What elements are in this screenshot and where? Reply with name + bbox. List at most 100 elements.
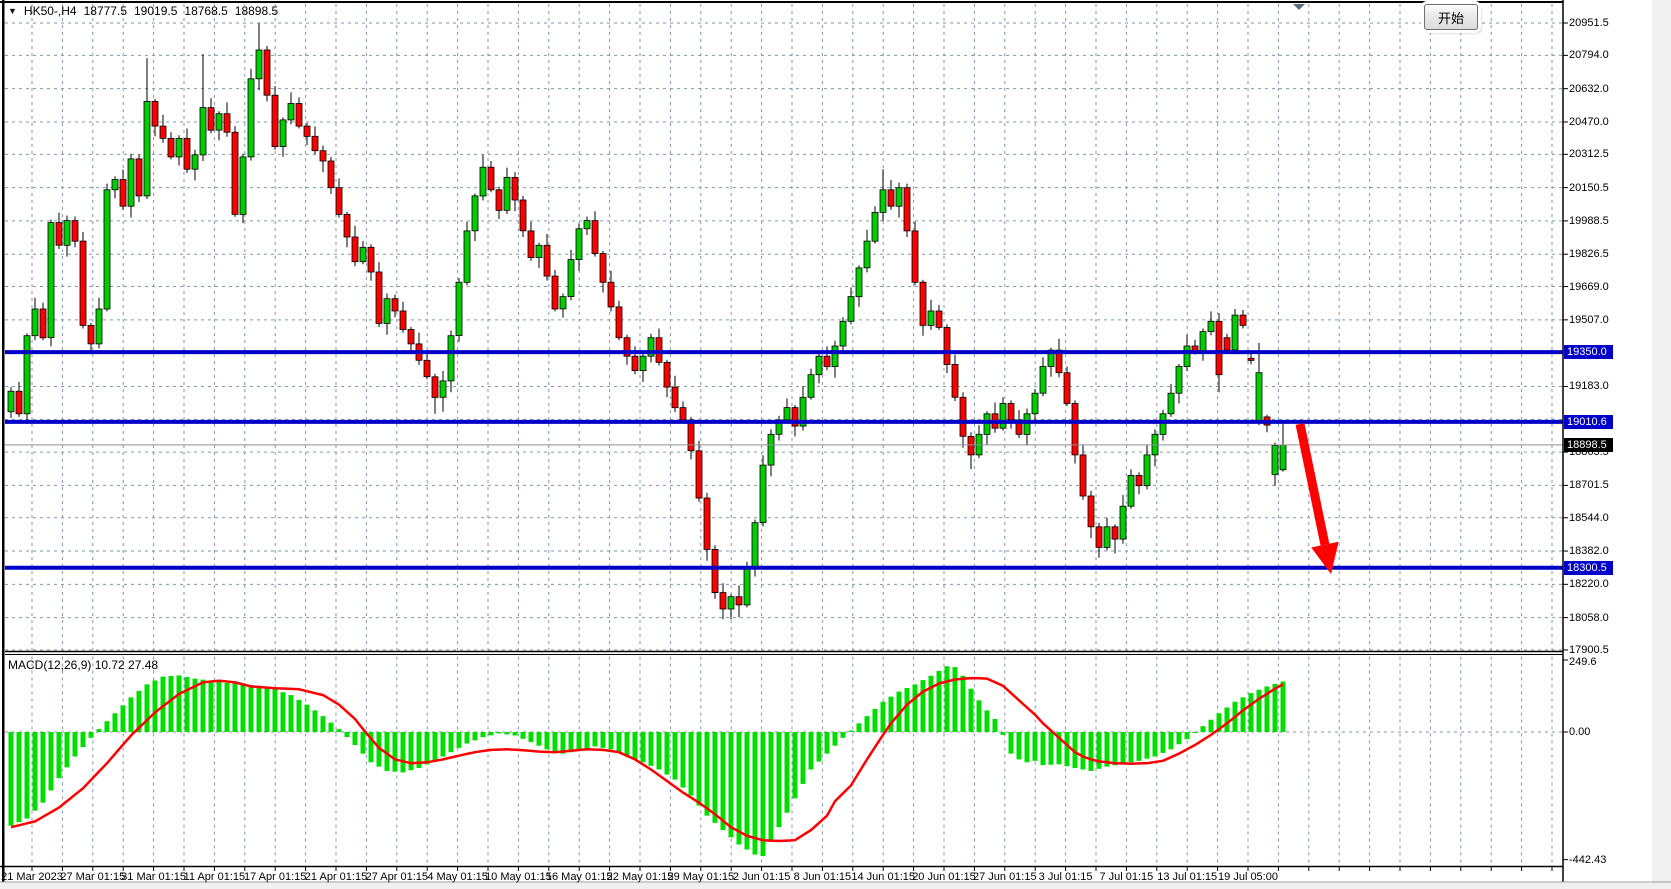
time-tick-label: 29 May 01:15	[667, 871, 735, 883]
macd-histogram-bar	[1200, 726, 1206, 732]
candle-body	[1023, 413, 1031, 435]
candle-body	[983, 413, 991, 435]
macd-histogram-bar	[456, 732, 462, 748]
candle-body	[783, 407, 791, 421]
macd-histogram-bar	[912, 684, 918, 732]
macd-histogram-bar	[632, 732, 638, 760]
macd-histogram-bar	[592, 732, 598, 747]
candle-body	[55, 222, 63, 246]
macd-histogram-bar	[1048, 732, 1054, 765]
macd-histogram-bar	[552, 732, 558, 752]
candle-body	[223, 113, 231, 133]
candle-body	[39, 308, 47, 339]
macd-histogram-bar	[856, 723, 862, 732]
candle-body	[1207, 320, 1215, 332]
macd-histogram-bar	[176, 675, 182, 732]
time-tick-label: 14 Jun 01:15	[851, 871, 915, 883]
candle-body	[1103, 526, 1111, 548]
macd-histogram-bar	[472, 732, 478, 741]
candle-body	[359, 246, 367, 263]
candle-body	[391, 298, 399, 312]
macd-histogram-bar	[1096, 732, 1102, 769]
candle-body	[199, 107, 207, 156]
candle-body	[447, 335, 455, 382]
candle-body	[655, 337, 663, 363]
candle-body	[535, 244, 543, 259]
quote-close: 18898.5	[234, 4, 279, 18]
macd-histogram-bar	[352, 732, 358, 745]
candle-body	[407, 329, 415, 345]
macd-histogram-bar	[8, 732, 14, 826]
macd-histogram-bar	[248, 684, 254, 732]
candle-body	[1079, 454, 1087, 497]
candle-body	[799, 396, 807, 427]
candle-body	[271, 94, 279, 147]
candle-body	[279, 119, 287, 148]
macd-histogram-bar	[904, 688, 910, 732]
arrow-annotation-head	[1311, 541, 1339, 574]
macd-histogram-bar	[1152, 732, 1158, 757]
price-tick-label: 20794.0	[1569, 49, 1609, 62]
macd-histogram-bar	[88, 732, 94, 738]
candle-body	[495, 189, 503, 211]
candle-body	[1055, 349, 1063, 374]
macd-scale-label: -442.43	[1569, 853, 1607, 866]
price-tick-label: 20312.5	[1569, 148, 1609, 161]
candle-body	[439, 380, 447, 398]
candle-body	[823, 355, 831, 367]
candle-body	[1159, 413, 1167, 435]
macd-histogram-bar	[736, 732, 742, 845]
macd-histogram-bar	[288, 695, 294, 732]
macd-histogram-bar	[1160, 732, 1166, 753]
candle-body	[311, 135, 319, 152]
price-tick-label: 19988.5	[1569, 214, 1609, 227]
macd-histogram-bar	[824, 732, 830, 754]
macd-histogram-bar	[840, 732, 846, 738]
candle-body	[751, 522, 759, 569]
price-tick-label: 19183.0	[1569, 380, 1609, 393]
macd-histogram-bar	[816, 732, 822, 762]
macd-histogram-bar	[608, 732, 614, 750]
candle-body	[767, 433, 775, 466]
macd-histogram-bar	[1208, 719, 1214, 732]
candle-body	[695, 450, 703, 499]
macd-histogram-bar	[1112, 732, 1118, 766]
macd-histogram-bar	[1144, 732, 1150, 759]
macd-histogram-bar	[1040, 732, 1046, 766]
time-tick-label: 17 Apr 01:15	[243, 871, 307, 883]
candle-body	[519, 199, 527, 232]
candle-body	[31, 308, 39, 337]
chart-dropdown-icon[interactable]: ▼	[8, 6, 17, 16]
macd-histogram-bar	[1024, 732, 1030, 763]
macd-histogram-bar	[936, 670, 942, 732]
candle-body	[1007, 403, 1015, 421]
candle-body	[599, 253, 607, 283]
macd-histogram-bar	[432, 732, 438, 761]
start-button[interactable]: 开始	[1424, 4, 1478, 30]
macd-histogram-bar	[112, 713, 118, 732]
price-tick-label: 19669.0	[1569, 280, 1609, 293]
macd-histogram-bar	[1256, 689, 1262, 732]
candle-body	[1031, 392, 1039, 415]
candle-body	[943, 327, 951, 365]
time-tick-label: 19 Jul 05:00	[1218, 871, 1278, 883]
candle-body	[863, 240, 871, 269]
candle-body	[87, 324, 95, 345]
macd-histogram-bar	[1192, 732, 1198, 733]
candle-body	[1039, 366, 1047, 394]
candle-body	[103, 189, 111, 310]
candle-body	[7, 390, 15, 413]
candle-body	[855, 267, 863, 298]
candle-body	[151, 101, 159, 127]
candle-body	[303, 125, 311, 137]
arrow-annotation-shaft	[1295, 423, 1330, 546]
macd-scale-label: 249.6	[1569, 656, 1597, 668]
macd-histogram-bar	[1016, 732, 1022, 760]
macd-histogram-bar	[104, 721, 110, 732]
time-tick-label: 27 Apr 01:15	[365, 871, 428, 883]
price-tick-label: 18382.0	[1569, 545, 1609, 558]
candle-body	[463, 230, 471, 283]
candle-body	[639, 355, 647, 372]
quote-open: 18777.5	[83, 4, 127, 18]
